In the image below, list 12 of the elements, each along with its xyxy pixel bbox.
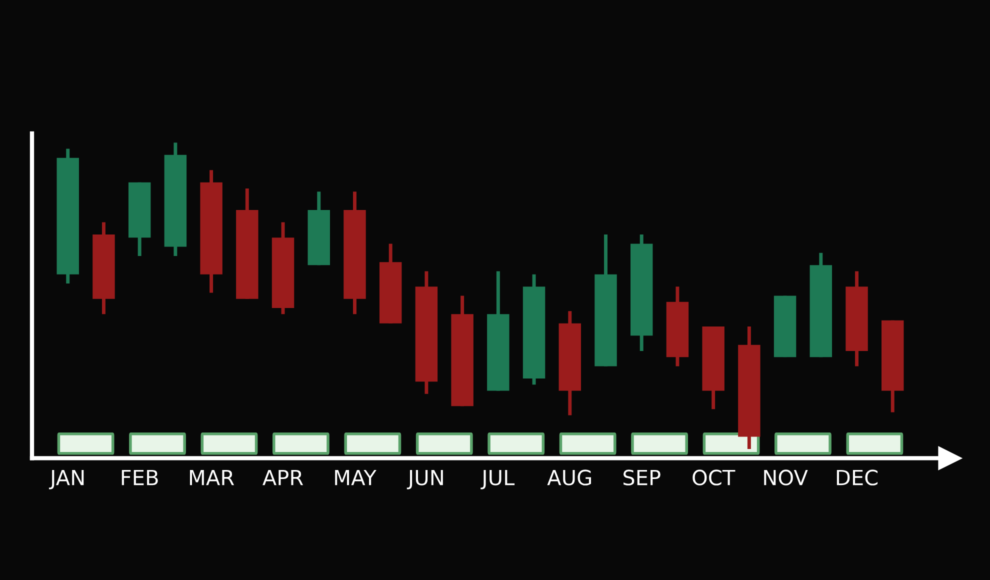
x-tick-label: JUL (480, 470, 515, 490)
x-tick-label: DEC (836, 470, 878, 486)
x-tick-label: JAN (48, 470, 84, 490)
x-tick-label: SEP (624, 470, 660, 486)
x-tick-label: FEB (122, 470, 158, 486)
x-tick-label: MAY (335, 470, 376, 486)
x-tick-label: JUN (406, 470, 443, 490)
x-tick-label: APR (262, 470, 304, 486)
x-tick-label: AUG (547, 470, 592, 486)
x-tick-label: OCT (692, 470, 736, 486)
x-tick-label: NOV (764, 470, 808, 486)
x-tick-label: MAR (190, 470, 234, 486)
